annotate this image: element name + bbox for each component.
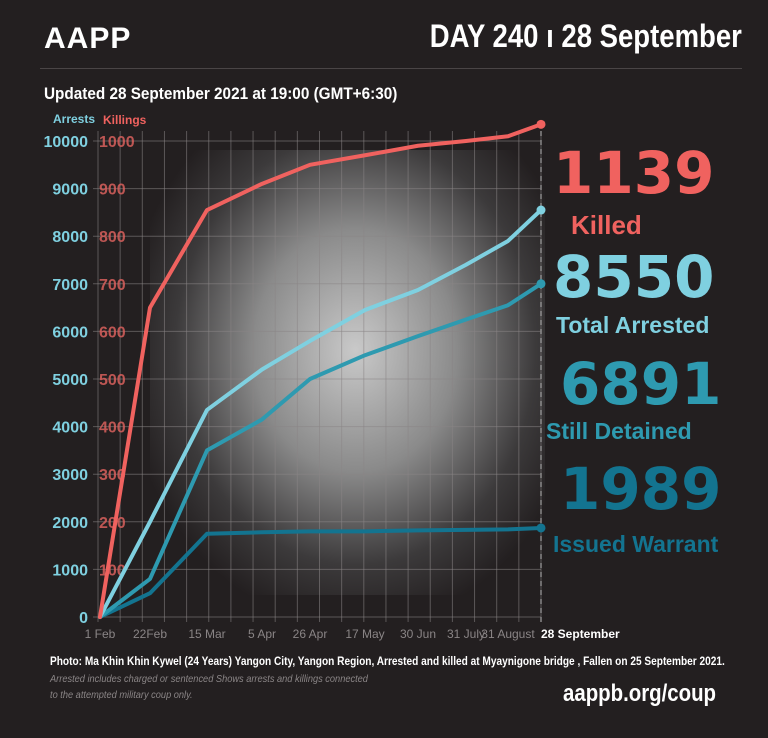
killings-tick-label: 200 — [99, 515, 126, 532]
killings-tick-label: 1000 — [99, 134, 135, 151]
arrests-axis-title: Arrests — [53, 112, 95, 126]
day-counter: DAY 240 ı 28 September — [429, 18, 742, 54]
killings-tick-label: 600 — [99, 324, 126, 341]
warrant-label: Issued Warrant — [553, 531, 719, 557]
arrests-tick-label: 2000 — [52, 515, 88, 532]
detained-label: Still Detained — [546, 418, 692, 444]
arrests-tick-label: 1000 — [52, 562, 88, 579]
x-tick-label: 5 Apr — [248, 627, 276, 641]
x-tick-label: 28 September — [541, 627, 620, 641]
arrests-tick-label: 3000 — [52, 467, 88, 484]
series-line-arrested — [98, 208, 543, 619]
x-tick-label: 17 May — [345, 627, 384, 641]
series-line-warrant — [98, 525, 543, 619]
arrests-tick-label: 5000 — [52, 372, 88, 389]
x-tick-label: 31 July — [447, 627, 485, 641]
source-url[interactable]: aappb.org/coup — [563, 680, 716, 707]
header-divider — [40, 68, 742, 69]
arrests-tick-label: 10000 — [44, 134, 89, 151]
arrests-tick-label: 8000 — [52, 229, 88, 246]
footnote-line-1: Arrested includes charged or sentenced S… — [50, 673, 368, 685]
killings-tick-label: 300 — [99, 467, 126, 484]
killed-count: 1139 — [553, 139, 715, 207]
aapp-logo: AAPP — [44, 22, 132, 55]
x-tick-label: 26 Apr — [293, 627, 328, 641]
series-line-detained — [98, 281, 543, 619]
detained-count: 6891 — [560, 350, 722, 418]
killings-axis-title: Killings — [103, 113, 147, 127]
arrests-tick-label: 0 — [79, 610, 88, 627]
killings-tick-label: 900 — [99, 182, 126, 199]
killed-label: Killed — [571, 210, 642, 240]
killings-tick-label: 700 — [99, 277, 126, 294]
arrests-tick-label: 6000 — [52, 324, 88, 341]
arrested-count: 8550 — [553, 243, 715, 311]
killings-tick-label: 800 — [99, 229, 126, 246]
data-point-killed — [536, 119, 546, 129]
arrests-tick-label: 4000 — [52, 420, 88, 437]
x-tick-label: 30 Jun — [400, 627, 436, 641]
photo-caption: Photo: Ma Khin Khin Kywel (24 Years) Yan… — [50, 656, 725, 668]
arrests-tick-label: 7000 — [52, 277, 88, 294]
series-line-killed — [98, 122, 543, 619]
killings-tick-label: 400 — [99, 420, 126, 437]
updated-timestamp: Updated 28 September 2021 at 19:00 (GMT+… — [44, 84, 398, 103]
x-tick-label: 15 Mar — [188, 627, 225, 641]
arrests-tick-label: 9000 — [52, 182, 88, 199]
data-point-warrant — [536, 523, 546, 533]
warrant-count: 1989 — [560, 455, 722, 523]
killings-tick-label: 500 — [99, 372, 126, 389]
data-point-arrested — [536, 205, 546, 215]
footnote-line-2: to the attempted military coup only. — [50, 689, 193, 701]
x-tick-label: 31 August — [481, 627, 535, 641]
x-tick-label: 1 Feb — [85, 627, 116, 641]
data-point-detained — [536, 279, 546, 289]
victim-photo — [150, 150, 545, 595]
arrested-label: Total Arrested — [556, 312, 710, 338]
x-tick-label: 22Feb — [133, 627, 167, 641]
